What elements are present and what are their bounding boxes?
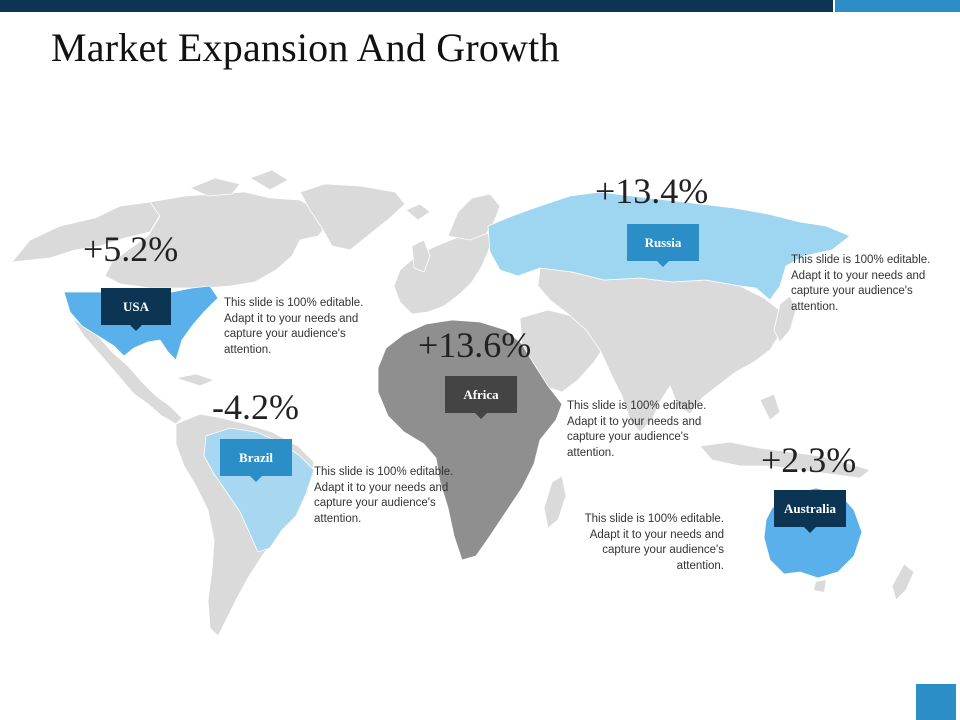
- usa-description: This slide is 100% editable. Adapt it to …: [224, 297, 364, 356]
- russia-change: +13.4%: [595, 171, 709, 211]
- russia-label-tag: Russia: [627, 224, 699, 267]
- top-accent-bar: [0, 0, 833, 12]
- russia-description: This slide is 100% editable. Adapt it to …: [791, 254, 931, 313]
- scandinavia-shape: [447, 193, 501, 241]
- usa-label-tag: USA: [101, 288, 171, 331]
- usa-change: +5.2%: [83, 229, 179, 269]
- corner-accent-square: [916, 684, 956, 720]
- australia-change: +2.3%: [761, 440, 857, 480]
- slide-title: Market Expansion And Growth: [51, 25, 560, 70]
- brazil-label-tag: Brazil: [220, 439, 292, 482]
- australia-description: This slide is 100% editable. Adapt it to …: [584, 513, 724, 572]
- africa-label-tag: Africa: [445, 376, 517, 419]
- africa-description: This slide is 100% editable. Adapt it to …: [567, 400, 707, 459]
- australia-label-tag: Australia: [774, 490, 846, 533]
- japan-shape: [773, 295, 797, 343]
- uk-shape: [411, 239, 431, 273]
- brazil-description: This slide is 100% editable. Adapt it to …: [314, 466, 454, 525]
- canada-shape: [104, 191, 331, 289]
- top-accent-bar-secondary: [835, 0, 960, 12]
- greenland-shape: [299, 183, 406, 251]
- se-asia-islands-shape: [699, 441, 871, 479]
- madagascar-shape: [543, 475, 567, 529]
- brazil-change: -4.2%: [212, 387, 299, 427]
- new-zealand-shape: [891, 563, 915, 601]
- europe-shape: [393, 227, 493, 315]
- africa-change: +13.6%: [418, 325, 532, 365]
- arctic-islands-shape: [188, 177, 241, 197]
